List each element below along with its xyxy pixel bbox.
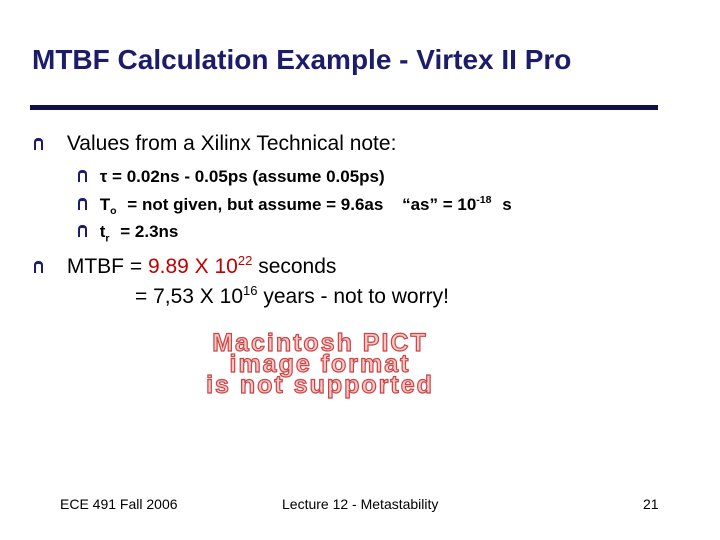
mtbf-label: MTBF =: [66, 255, 143, 278]
footer-center: Lecture 12 - Metastability: [282, 496, 439, 512]
bullet-icon: [34, 261, 43, 273]
bullet-icon: [34, 138, 43, 150]
note: “as” = 10: [402, 194, 477, 214]
subscript: r: [105, 232, 110, 245]
placeholder-line: Macintosh PICT: [212, 329, 428, 357]
bullet-text: Values from a Xilinx Technical note:: [66, 132, 397, 155]
bullet: Values from a Xilinx Technical note:: [34, 132, 396, 156]
bullet-text: τ = 0.02ns - 0.05ps (assume 0.05ps): [99, 167, 385, 186]
symbol: T: [99, 194, 111, 214]
placeholder-line: is not supported: [205, 371, 434, 399]
bullet-icon: [78, 225, 87, 237]
title-rule: [30, 105, 658, 110]
bullet: MTBF = 9.89 X 1022 seconds: [34, 253, 336, 279]
placeholder-line: image format: [229, 350, 411, 378]
bullet-icon: [78, 170, 87, 182]
note-exponent: -18: [476, 194, 492, 206]
sub-bullet: To = not given, but assume = 9.6as “as” …: [78, 194, 512, 217]
page-number: 21: [643, 496, 659, 512]
bullet-text: = 2.3ns: [120, 222, 179, 241]
mtbf-value: 9.89 X 10: [147, 255, 238, 278]
slide-title: MTBF Calculation Example - Virtex II Pro: [32, 44, 572, 75]
image-placeholder: Macintosh PICT image format is not suppo…: [160, 329, 480, 399]
subscript: o: [110, 205, 117, 218]
years-exponent: 16: [243, 283, 258, 298]
note-unit: s: [502, 194, 512, 214]
mtbf-unit: seconds: [258, 255, 337, 278]
bullet-icon: [78, 197, 87, 210]
footer-left: ECE 491 Fall 2006: [60, 496, 178, 512]
mtbf-exponent: 22: [237, 253, 253, 268]
sub-bullet: tr = 2.3ns: [78, 222, 178, 244]
bullet-line: = 7,53 X 1016 years - not to worry!: [135, 283, 449, 309]
years-unit: years - not to worry!: [263, 285, 449, 308]
bullet-text: = not given, but assume = 9.6as: [127, 194, 384, 214]
years-value: = 7,53 X 10: [135, 285, 244, 308]
symbol: t: [99, 222, 106, 241]
sub-bullet: τ = 0.02ns - 0.05ps (assume 0.05ps): [78, 167, 385, 187]
